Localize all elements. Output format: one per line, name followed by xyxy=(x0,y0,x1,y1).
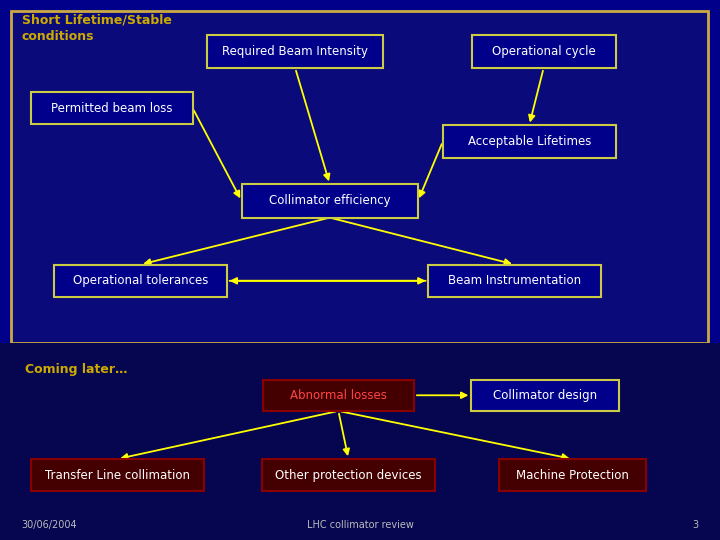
Text: Coming later…: Coming later… xyxy=(25,363,127,376)
Bar xyxy=(471,380,618,411)
Text: Operational tolerances: Operational tolerances xyxy=(73,274,208,287)
Text: 3: 3 xyxy=(692,520,698,530)
Text: Beam Instrumentation: Beam Instrumentation xyxy=(449,274,581,287)
Bar xyxy=(443,125,616,158)
Text: Permitted beam loss: Permitted beam loss xyxy=(51,102,172,114)
Bar xyxy=(54,265,227,297)
Text: Required Beam Intensity: Required Beam Intensity xyxy=(222,45,368,58)
Bar xyxy=(11,11,708,343)
Bar xyxy=(263,380,414,411)
Text: LHC collimator review: LHC collimator review xyxy=(307,520,413,530)
Bar xyxy=(31,459,204,491)
Bar xyxy=(242,184,418,218)
Text: Short Lifetime/Stable
conditions: Short Lifetime/Stable conditions xyxy=(22,14,171,43)
Bar xyxy=(472,35,616,68)
Bar xyxy=(262,459,435,491)
Text: Operational cycle: Operational cycle xyxy=(492,45,595,58)
Text: Other protection devices: Other protection devices xyxy=(275,469,422,482)
Bar xyxy=(428,265,601,297)
Bar xyxy=(30,92,193,124)
Bar xyxy=(498,459,647,491)
Bar xyxy=(0,343,720,540)
Text: Collimator efficiency: Collimator efficiency xyxy=(269,194,390,207)
Text: Abnormal losses: Abnormal losses xyxy=(290,389,387,402)
Text: 30/06/2004: 30/06/2004 xyxy=(22,520,77,530)
Text: Machine Protection: Machine Protection xyxy=(516,469,629,482)
Text: Transfer Line collimation: Transfer Line collimation xyxy=(45,469,190,482)
Bar xyxy=(207,35,383,68)
Text: Collimator design: Collimator design xyxy=(493,389,597,402)
Text: Acceptable Lifetimes: Acceptable Lifetimes xyxy=(467,135,591,148)
